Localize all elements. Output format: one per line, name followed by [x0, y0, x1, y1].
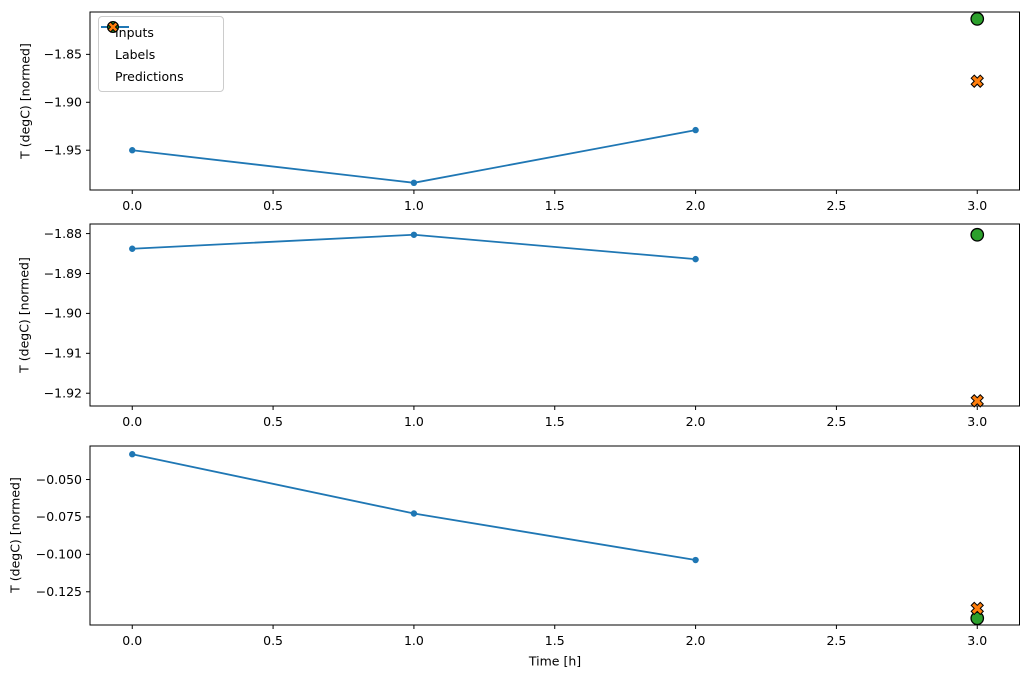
y-axis-label-subplot-1: T (degC) [normed]: [17, 43, 33, 159]
x-tick-label: 1.5: [545, 633, 565, 648]
legend-item-predictions: Predictions: [106, 21, 217, 87]
inputs-point: [129, 147, 136, 154]
x-tick-label: 0.5: [263, 198, 283, 213]
x-tick-label: 2.0: [686, 414, 706, 429]
x-tick-label: 3.0: [967, 633, 987, 648]
x-tick-label: 1.0: [404, 414, 424, 429]
y-tick-label: −1.88: [44, 226, 82, 241]
x-tick-label: 2.5: [826, 414, 846, 429]
x-tick-label: 1.5: [545, 198, 565, 213]
legend-label-inputs: Inputs: [115, 24, 154, 40]
inputs-point: [129, 245, 136, 252]
predictions-marker-shape: [970, 74, 985, 88]
inputs-point: [410, 510, 418, 517]
predictions-x-icon: [107, 21, 119, 33]
x-tick-label: 1.0: [404, 198, 424, 213]
legend-label-predictions: Predictions: [115, 68, 184, 84]
x-tick-label: 0.5: [263, 414, 283, 429]
x-tick-label: 2.5: [826, 198, 846, 213]
predictions-marker-shape: [970, 601, 985, 616]
predictions-marker: [970, 394, 985, 408]
inputs-point: [410, 231, 418, 238]
y-tick-label: −1.89: [44, 266, 82, 281]
x-tick-label: 1.0: [404, 633, 424, 648]
inputs-line: [132, 453, 696, 561]
y-axis-label-subplot-3: T (degC) [normed]: [7, 477, 23, 593]
y-tick-label: −0.100: [36, 547, 82, 562]
x-tick-label: 0.0: [122, 633, 142, 648]
y-tick-label: −1.91: [44, 346, 82, 361]
labels-marker: [970, 611, 985, 626]
subplot-3: 0.0 0.5 1.0 1.5 2.0 2.5 3.0 −0.050 −0.075 −0.100 −…: [36, 445, 1020, 648]
labels-marker: [970, 12, 985, 26]
y-tick-label: −0.050: [36, 472, 82, 487]
inputs-point: [692, 556, 699, 564]
x-tick-label: 2.5: [826, 633, 846, 648]
inputs-point: [410, 179, 418, 187]
subplot-1: 0.0 0.5 1.0 1.5 2.0 2.5 3.0 −1.85 −1.90 −1.95: [44, 11, 1020, 213]
inputs-point: [692, 255, 699, 263]
x-tick-label: 0.5: [263, 633, 283, 648]
y-tick-label: −1.92: [44, 386, 82, 401]
labels-marker: [970, 227, 985, 242]
x-tick-label: 2.0: [686, 198, 706, 213]
x-tick-label: 0.0: [122, 414, 142, 429]
legend-label-labels: Labels: [115, 46, 156, 62]
predictions-marker: [970, 601, 985, 616]
predictions-marker: [970, 74, 985, 88]
axes-frame: [89, 11, 1020, 191]
inputs-line: [132, 233, 696, 261]
axes-frame: [89, 223, 1020, 407]
y-tick-label: −1.90: [44, 95, 82, 110]
y-tick-label: −1.90: [44, 306, 82, 321]
inputs-line: [132, 129, 696, 184]
legend: Inputs Labels Predictions: [98, 16, 224, 92]
y-tick-label: −1.95: [44, 143, 82, 158]
predictions-marker-shape: [970, 394, 985, 408]
y-tick-label: −0.075: [36, 509, 82, 524]
x-tick-label: 3.0: [967, 414, 987, 429]
inputs-point: [692, 126, 699, 134]
x-tick-label: 1.5: [545, 414, 565, 429]
x-tick-label: 2.0: [686, 633, 706, 648]
y-tick-label: −1.85: [44, 47, 82, 62]
y-axis-label-subplot-2: T (degC) [normed]: [16, 257, 32, 373]
subplot-2: 0.0 0.5 1.0 1.5 2.0 2.5 3.0 −1.88 −1.89 −1.90 −1.9…: [44, 223, 1020, 429]
y-tick-label: −0.125: [36, 584, 82, 599]
x-tick-label: 0.0: [122, 198, 142, 213]
legend-item-labels: Labels: [106, 20, 217, 65]
x-axis-label: Time [h]: [528, 653, 582, 669]
inputs-point: [129, 451, 136, 458]
axes-frame: [89, 445, 1020, 626]
x-tick-label: 3.0: [967, 198, 987, 213]
